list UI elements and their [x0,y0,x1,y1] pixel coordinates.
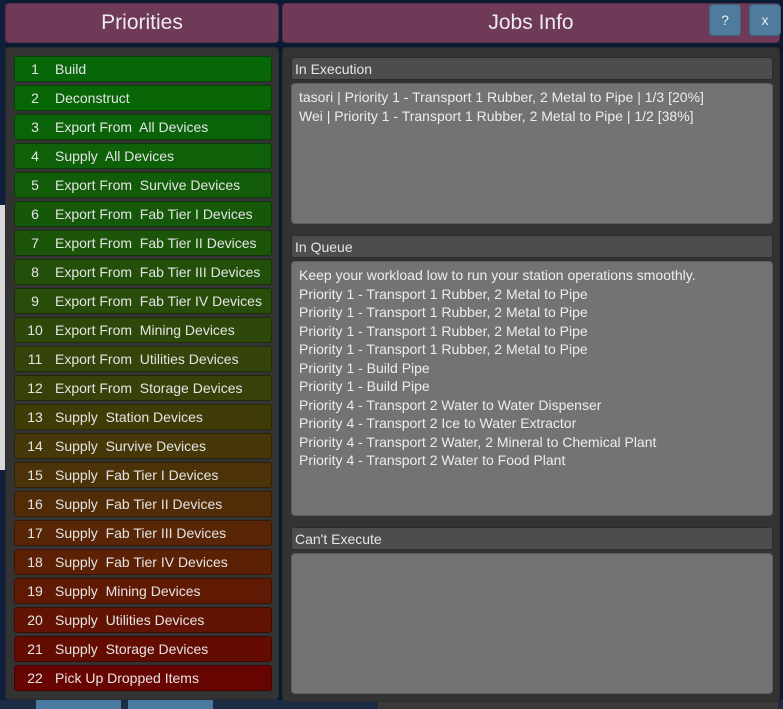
priority-list: 1 Build 2 Deconstruct 3 Export From All Devic… [14,56,272,694]
priority-label: Supply Fab Tier II Devices [55,496,223,512]
in-queue-header: In Queue [291,235,773,258]
priority-label: Build [55,61,87,77]
priority-number: 16 [27,496,43,512]
priority-row[interactable]: 16 Supply Fab Tier II Devices [14,491,272,517]
priority-label: Supply All Devices [55,148,175,164]
priority-number: 19 [27,583,43,599]
priority-row[interactable]: 3 Export From All Devices [14,114,272,140]
priority-row[interactable]: 12 Export From Storage Devices [14,375,272,401]
cant-execute-list[interactable] [291,553,773,694]
priority-number: 21 [27,641,43,657]
priority-row[interactable]: 22 Pick Up Dropped Items [14,665,272,691]
priority-label: Export From Survive Devices [55,177,241,193]
priority-label: Supply Fab Tier III Devices [55,525,227,541]
priority-label: Deconstruct [55,90,130,106]
priority-label: Export From All Devices [55,119,209,135]
priority-number: 13 [27,409,43,425]
priority-label: Export From Storage Devices [55,380,243,396]
queue-job-line: Priority 4 - Transport 2 Water to Water … [299,396,602,413]
hud-tile[interactable] [36,700,121,709]
queue-job-line: Priority 1 - Build Pipe [299,359,430,376]
priority-label: Supply Station Devices [55,409,203,425]
priority-label: Supply Fab Tier I Devices [55,467,219,483]
close-icon: x [761,12,769,28]
priority-number: 3 [31,119,39,135]
queue-job-line: Priority 1 - Transport 1 Rubber, 2 Metal… [299,285,588,302]
jobs-info-title-text: Jobs Info [488,11,574,34]
priority-number: 22 [27,670,43,686]
help-icon: ? [721,12,729,28]
in-execution-header: In Execution [291,57,773,80]
priorities-title: Priorities [5,3,279,43]
priority-number: 2 [31,90,39,106]
queue-job-line: Keep your workload low to run your stati… [299,267,696,283]
priority-label: Export From Fab Tier III Devices [55,264,261,280]
priority-number: 15 [27,467,43,483]
priority-label: Export From Fab Tier II Devices [55,235,257,251]
priority-label: Supply Storage Devices [55,641,209,657]
execution-job-line: tasori | Priority 1 - Transport 1 Rubber… [299,89,704,105]
priority-number: 14 [27,438,43,454]
priority-row[interactable]: 7 Export From Fab Tier II Devices [14,230,272,256]
priority-number: 18 [27,554,43,570]
priority-label: Supply Utilities Devices [55,612,205,628]
priority-number: 20 [27,612,43,628]
priority-row[interactable]: 14 Supply Survive Devices [14,433,272,459]
priority-label: Export From Mining Devices [55,322,235,338]
cant-execute-header: Can't Execute [291,527,773,550]
help-button[interactable]: ? [709,4,741,36]
jobs-info-title: Jobs Info [282,3,780,43]
in-queue-list[interactable]: Keep your workload low to run your stati… [291,261,773,516]
priority-row[interactable]: 11 Export From Utilities Devices [14,346,272,372]
priority-row[interactable]: 21 Supply Storage Devices [14,636,272,662]
priority-row[interactable]: 13 Supply Station Devices [14,404,272,430]
close-button[interactable]: x [749,4,781,36]
priority-row[interactable]: 18 Supply Fab Tier IV Devices [14,549,272,575]
hud-bar [378,700,778,709]
queue-job-line: Priority 1 - Transport 1 Rubber, 2 Metal… [299,341,588,357]
queue-job-line: Priority 4 - Transport 2 Ice to Water Ex… [299,415,577,431]
queue-job-line: Priority 4 - Transport 2 Water to Food P… [299,452,566,468]
priority-number: 6 [31,206,39,222]
priority-number: 5 [31,177,39,193]
hud-tile[interactable] [128,700,213,709]
game-background-structure [0,205,6,470]
queue-job-line: Priority 1 - Build Pipe [299,378,430,394]
priority-label: Pick Up Dropped Items [55,670,199,686]
priority-number: 17 [27,525,43,541]
in-execution-list[interactable]: tasori | Priority 1 - Transport 1 Rubber… [291,83,773,224]
priority-label: Export From Utilities Devices [55,351,239,367]
priority-row[interactable]: 9 Export From Fab Tier IV Devices [14,288,272,314]
queue-job-line: Priority 1 - Transport 1 Rubber, 2 Metal… [299,322,588,339]
priority-row[interactable]: 5 Export From Survive Devices [14,172,272,198]
jobs-info-panel: In Execution tasori | Priority 1 - Trans… [282,47,780,702]
priority-row[interactable]: 8 Export From Fab Tier III Devices [14,259,272,285]
priority-row[interactable]: 19 Supply Mining Devices [14,578,272,604]
priority-number: 4 [31,148,39,164]
priority-number: 10 [27,322,43,338]
priority-number: 11 [27,351,43,367]
priority-label: Supply Survive Devices [55,438,206,454]
execution-job-line: Wei | Priority 1 - Transport 1 Rubber, 2… [299,107,694,124]
priority-number: 7 [31,235,39,251]
priority-row[interactable]: 17 Supply Fab Tier III Devices [14,520,272,546]
priority-row[interactable]: 6 Export From Fab Tier I Devices [14,201,272,227]
priority-row[interactable]: 2 Deconstruct [14,85,272,111]
priority-label: Export From Fab Tier IV Devices [55,293,262,309]
priority-number: 9 [31,293,39,309]
priority-row[interactable]: 4 Supply All Devices [14,143,272,169]
priority-number: 8 [31,264,39,280]
priority-row[interactable]: 20 Supply Utilities Devices [14,607,272,633]
priority-label: Supply Fab Tier IV Devices [55,554,228,570]
queue-job-line: Priority 1 - Transport 1 Rubber, 2 Metal… [299,304,588,320]
priority-row[interactable]: 15 Supply Fab Tier I Devices [14,462,272,488]
priority-number: 1 [31,61,39,77]
priority-label: Export From Fab Tier I Devices [55,206,253,222]
priority-number: 12 [27,380,43,396]
priorities-panel: 1 Build 2 Deconstruct 3 Export From All Devic… [5,47,279,700]
priority-row[interactable]: 1 Build [14,56,272,82]
priority-label: Supply Mining Devices [55,583,201,599]
queue-job-line: Priority 4 - Transport 2 Water, 2 Minera… [299,433,657,450]
priority-row[interactable]: 10 Export From Mining Devices [14,317,272,343]
